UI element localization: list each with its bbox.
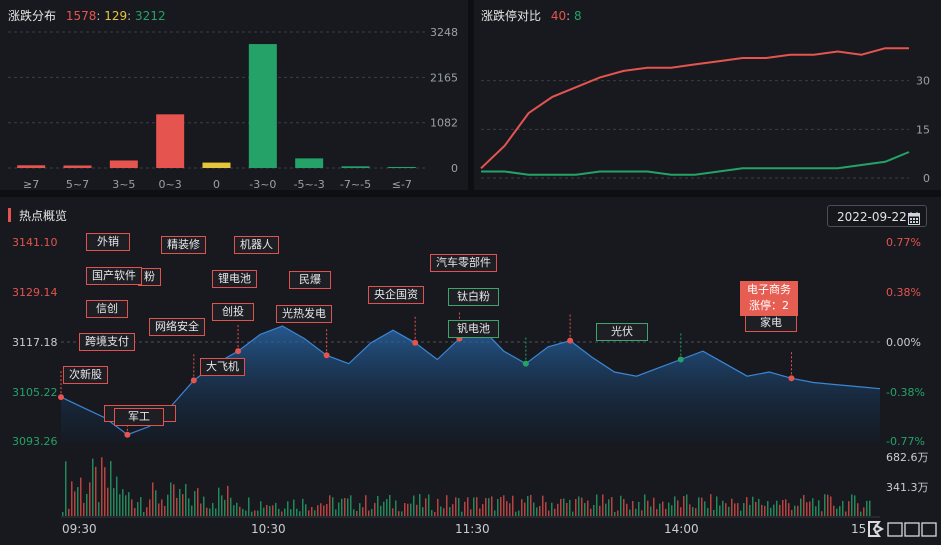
left-axis-label: 3093.26 bbox=[12, 435, 58, 448]
distribution-title: 涨跌分布 1578: 129: 3212 bbox=[8, 7, 166, 24]
hot-tag-dafeiji[interactable]: 大飞机 bbox=[200, 358, 245, 376]
hot-tag-wangluoanquan[interactable]: 网络安全 bbox=[149, 318, 205, 336]
hot-tag-guochanruanjian[interactable]: 国产软件 bbox=[86, 267, 142, 285]
right-axis-label: -0.77% bbox=[886, 435, 925, 448]
y-tick-label: 1082 bbox=[430, 117, 458, 130]
series-line bbox=[480, 47, 909, 170]
hot-tag-xinchuang[interactable]: 信创 bbox=[86, 300, 128, 318]
hot-tooltip: 电子商务 涨停：2 bbox=[740, 281, 798, 316]
right-axis-label: 0.77% bbox=[886, 236, 921, 249]
limit-ratio-title: 涨跌停对比 40: 8 bbox=[481, 7, 582, 24]
hot-tag-chuangtou[interactable]: 创投 bbox=[212, 303, 254, 321]
distribution-bar-chart: 0 1082 2165 3248 ≥7 5~7 3~5 0~3 0 -3~0 -5~-3 -7~-5 ≤… bbox=[8, 26, 458, 190]
left-axis-label: 3129.14 bbox=[12, 286, 58, 299]
bar bbox=[295, 158, 324, 168]
limit-down-count: 8 bbox=[574, 9, 582, 23]
limit-ratio-line-chart: 0 15 30 bbox=[480, 47, 930, 185]
y-tick-label: 3248 bbox=[430, 26, 458, 39]
right-axis-label: 0.00% bbox=[886, 336, 921, 349]
x-tick-label: -7~-5 bbox=[340, 178, 371, 190]
hot-tag-waixiao[interactable]: 外销 bbox=[86, 233, 130, 251]
limit-ratio-panel: 涨跌停对比 40: 8 0 15 30 bbox=[474, 0, 941, 190]
volume-axis-label: 341.3万 bbox=[886, 481, 929, 494]
left-axis-label: 3105.22 bbox=[12, 386, 58, 399]
bar bbox=[156, 114, 185, 168]
y-tick-label: 0 bbox=[451, 162, 458, 175]
time-axis-label: 15 bbox=[851, 522, 867, 536]
separator: : bbox=[96, 9, 101, 23]
separator: : bbox=[566, 9, 571, 23]
hot-tag-minbao[interactable]: 民爆 bbox=[289, 271, 331, 289]
gelonghui-logo bbox=[866, 518, 938, 540]
hot-tag-kuajingzhifu[interactable]: 跨境支付 bbox=[79, 333, 135, 351]
hot-tag-yangqiguozi[interactable]: 央企国资 bbox=[368, 286, 424, 304]
time-axis-label: 14:00 bbox=[664, 522, 699, 536]
x-tick-label: -5~-3 bbox=[294, 178, 325, 190]
overview-panel: 热点概览 bbox=[0, 197, 941, 545]
distribution-panel: 涨跌分布 1578: 129: 3212 0 1082 2165 3248 ≥7 5~7 3… bbox=[0, 0, 468, 190]
x-tick-label: 0 bbox=[213, 178, 220, 190]
hot-tag-jiqiren[interactable]: 机器人 bbox=[234, 236, 279, 254]
x-tick-label: ≥7 bbox=[23, 178, 39, 190]
time-axis-label: 11:30 bbox=[455, 522, 490, 536]
hot-tag-jiadian[interactable]: 家电 bbox=[745, 314, 797, 332]
hot-tag-qichelingbujian[interactable]: 汽车零部件 bbox=[430, 254, 497, 272]
x-tick-label: -3~0 bbox=[249, 178, 276, 190]
x-tick-label: 3~5 bbox=[112, 178, 135, 190]
bar bbox=[202, 162, 231, 168]
flat-count: 129 bbox=[104, 9, 128, 23]
bar bbox=[109, 160, 138, 168]
tooltip-limit-up: 涨停：2 bbox=[749, 299, 789, 312]
y-tick-label: 30 bbox=[916, 75, 930, 88]
y-tick-label: 0 bbox=[923, 172, 930, 185]
up-count: 1578 bbox=[65, 9, 97, 23]
limit-up-count: 40 bbox=[550, 9, 567, 23]
tooltip-sector: 电子商务 bbox=[747, 283, 791, 296]
y-tick-label: 15 bbox=[916, 123, 930, 136]
overview-title-accent bbox=[8, 208, 11, 222]
calendar-icon[interactable] bbox=[908, 210, 920, 225]
right-axis-label: 0.38% bbox=[886, 286, 921, 299]
down-count: 3212 bbox=[135, 9, 166, 23]
hot-tag-taibaifen[interactable]: 钛白粉 bbox=[448, 288, 499, 306]
distribution-title-text: 涨跌分布 bbox=[8, 9, 57, 23]
bar bbox=[387, 166, 416, 168]
separator: : bbox=[127, 9, 132, 23]
date-picker[interactable]: 2022-09-22 bbox=[827, 205, 927, 227]
hot-tag-jungong[interactable]: 军工 bbox=[114, 408, 164, 426]
time-axis-label: 10:30 bbox=[251, 522, 286, 536]
hot-tag-guangrefadian[interactable]: 光热发电 bbox=[276, 305, 332, 323]
y-tick-label: 2165 bbox=[430, 71, 458, 84]
time-axis-label: 09:30 bbox=[62, 522, 97, 536]
bar bbox=[341, 166, 370, 168]
bar bbox=[17, 165, 46, 168]
series-line bbox=[481, 151, 910, 176]
overview-title: 热点概览 bbox=[19, 209, 68, 223]
hot-tag-lidianchi[interactable]: 锂电池 bbox=[212, 270, 257, 288]
bar bbox=[248, 44, 277, 168]
hot-tag-fandianchi[interactable]: 钒电池 bbox=[448, 320, 499, 338]
date-value: 2022-09-22 bbox=[837, 210, 907, 224]
right-axis-label: -0.38% bbox=[886, 386, 925, 399]
left-axis-label: 3141.10 bbox=[12, 236, 58, 249]
x-tick-label: 5~7 bbox=[66, 178, 89, 190]
left-axis-label: 3117.18 bbox=[12, 336, 58, 349]
x-tick-label: ≤-7 bbox=[392, 178, 412, 190]
x-tick-label: 0~3 bbox=[159, 178, 182, 190]
hot-tag-guangfu[interactable]: 光伏 bbox=[596, 323, 648, 341]
volume-axis-label: 682.6万 bbox=[886, 451, 929, 464]
limit-ratio-title-text: 涨跌停对比 bbox=[481, 9, 542, 23]
bar bbox=[63, 165, 92, 168]
hot-tag-fen[interactable]: 粉 bbox=[138, 268, 161, 286]
hot-tag-jingzhuangxiu[interactable]: 精装修 bbox=[161, 236, 206, 254]
hot-tag-cixingu[interactable]: 次新股 bbox=[63, 366, 108, 384]
